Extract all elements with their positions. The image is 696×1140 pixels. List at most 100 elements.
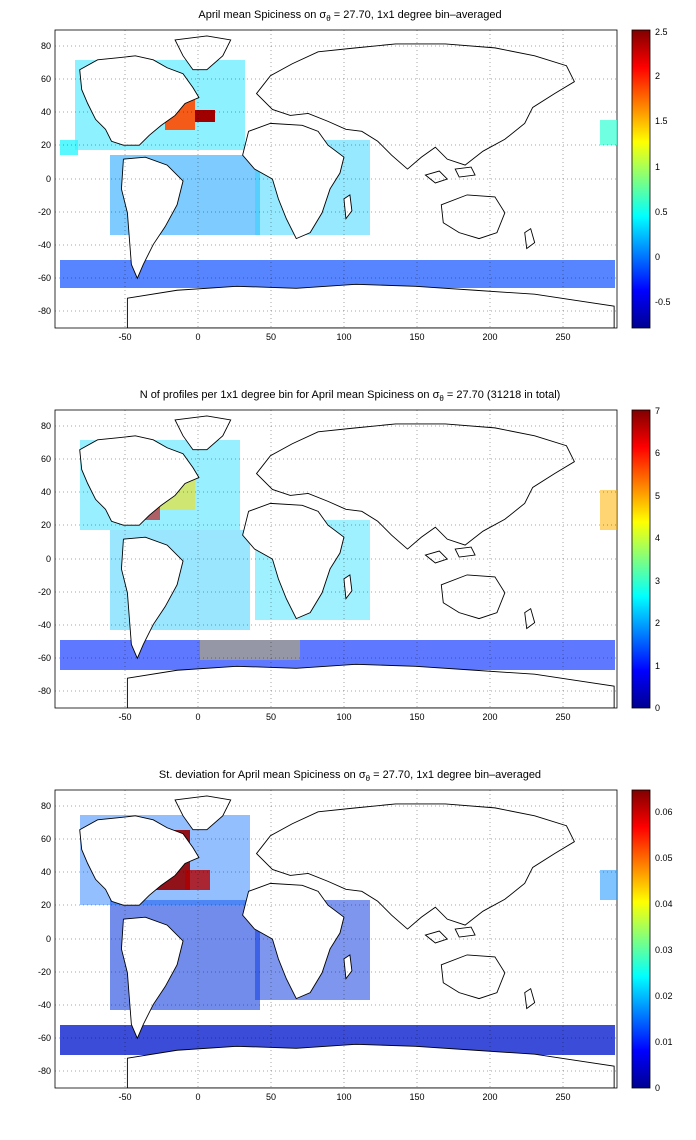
x-tick: 200 <box>482 712 497 722</box>
y-tick: 60 <box>41 74 51 84</box>
y-tick: 40 <box>41 867 51 877</box>
title-tail: = 27.70 (31218 in total) <box>444 389 561 401</box>
colorbar-tick: 0.05 <box>655 853 673 863</box>
title-main: N of profiles per 1x1 degree bin for Apr… <box>140 389 440 401</box>
x-tick: 0 <box>195 712 200 722</box>
y-tick: 80 <box>41 41 51 51</box>
y-tick: 40 <box>41 487 51 497</box>
colorbar-tick: 1 <box>655 661 660 671</box>
x-tick: 150 <box>409 1092 424 1102</box>
title-main: April mean Spiciness on σ <box>198 9 326 21</box>
y-tick: 80 <box>41 801 51 811</box>
colorbar-tick: 1 <box>655 162 660 172</box>
colorbar-tick: -0.5 <box>655 297 671 307</box>
x-tick: 0 <box>195 332 200 342</box>
y-tick: 0 <box>46 554 51 564</box>
x-tick: 100 <box>336 712 351 722</box>
colorbar <box>631 29 651 329</box>
x-tick: 200 <box>482 1092 497 1102</box>
y-tick: -40 <box>38 620 51 630</box>
y-tick: -40 <box>38 1000 51 1010</box>
panel-title: April mean Spiciness on σθ = 27.70, 1x1 … <box>198 9 501 23</box>
colorbar-tick: 0.06 <box>655 807 673 817</box>
y-tick-labels: 80 60 40 20 0 -20 -40 -60 -80 <box>38 41 51 316</box>
x-tick: 100 <box>336 1092 351 1102</box>
title-tail: = 27.70, 1x1 degree bin–averaged <box>370 769 541 781</box>
grid-lines <box>55 790 617 1088</box>
colorbar-tick: 0 <box>655 252 660 262</box>
colorbar-tick: 0.02 <box>655 991 673 1001</box>
title-sub: θ <box>439 394 444 403</box>
x-tick: 100 <box>336 332 351 342</box>
y-tick: 60 <box>41 834 51 844</box>
x-tick-labels: -50 0 50 100 150 200 250 <box>118 1092 570 1102</box>
x-tick: 0 <box>195 1092 200 1102</box>
title-main: St. deviation for April mean Spiciness o… <box>159 769 366 781</box>
y-tick: 60 <box>41 454 51 464</box>
colorbar-tick: 0 <box>655 703 660 713</box>
title-sub: θ <box>366 774 371 783</box>
x-tick: 250 <box>555 1092 570 1102</box>
colorbar-tick: 0.03 <box>655 945 673 955</box>
title-tail: = 27.70, 1x1 degree bin–averaged <box>331 9 502 21</box>
y-tick: -40 <box>38 240 51 250</box>
y-tick: -80 <box>38 1066 51 1076</box>
x-tick: -50 <box>118 332 131 342</box>
panel-std: St. deviation for April mean Spiciness o… <box>38 769 673 1102</box>
x-tick: 50 <box>266 1092 276 1102</box>
y-tick-labels: 80 60 40 20 0 -20 -40 -60 -80 <box>38 421 51 696</box>
y-tick: 20 <box>41 140 51 150</box>
y-tick: 20 <box>41 900 51 910</box>
colorbar-tick: 5 <box>655 491 660 501</box>
y-tick: -20 <box>38 967 51 977</box>
x-tick: 200 <box>482 332 497 342</box>
y-tick: 0 <box>46 174 51 184</box>
x-tick: -50 <box>118 1092 131 1102</box>
colorbar-tick: 4 <box>655 533 660 543</box>
title-sub: θ <box>326 14 331 23</box>
panel-title: N of profiles per 1x1 degree bin for Apr… <box>140 389 561 403</box>
panel-mean: April mean Spiciness on σθ = 27.70, 1x1 … <box>38 9 671 342</box>
panel-count: N of profiles per 1x1 degree bin for Apr… <box>38 389 660 722</box>
y-tick: -20 <box>38 207 51 217</box>
colorbar-labels: 0 0.01 0.02 0.03 0.04 0.05 0.06 <box>655 807 673 1093</box>
y-tick: 80 <box>41 421 51 431</box>
colorbar-labels: 0 1 2 3 4 5 6 7 <box>655 406 660 713</box>
colorbar-labels: -0.5 0 0.5 1 1.5 2 2.5 <box>655 27 671 307</box>
colorbar-tick: 6 <box>655 448 660 458</box>
y-tick: -60 <box>38 653 51 663</box>
colorbar-tick: 0 <box>655 1083 660 1093</box>
grid-lines <box>55 30 617 328</box>
colorbar-tick: 0.5 <box>655 207 668 217</box>
x-tick: -50 <box>118 712 131 722</box>
colorbar-tick: 3 <box>655 576 660 586</box>
colorbar-tick: 2.5 <box>655 27 668 37</box>
grid-lines <box>55 410 617 708</box>
y-tick-labels: 80 60 40 20 0 -20 -40 -60 -80 <box>38 801 51 1076</box>
y-tick: 20 <box>41 520 51 530</box>
x-tick: 150 <box>409 332 424 342</box>
colorbar-tick: 2 <box>655 71 660 81</box>
x-tick: 150 <box>409 712 424 722</box>
y-tick: 0 <box>46 934 51 944</box>
x-tick: 50 <box>266 332 276 342</box>
colorbar-tick: 1.5 <box>655 116 668 126</box>
colorbar-tick: 0.04 <box>655 899 673 909</box>
x-tick-labels: -50 0 50 100 150 200 250 <box>118 712 570 722</box>
colorbar <box>631 409 651 709</box>
y-tick: -60 <box>38 1033 51 1043</box>
colorbar-tick: 0.01 <box>655 1037 673 1047</box>
x-tick-labels: -50 0 50 100 150 200 250 <box>118 332 570 342</box>
x-tick: 250 <box>555 332 570 342</box>
colorbar-tick: 7 <box>655 406 660 416</box>
x-tick: 50 <box>266 712 276 722</box>
colorbar <box>631 789 651 1089</box>
y-tick: -60 <box>38 273 51 283</box>
y-tick: -80 <box>38 686 51 696</box>
y-tick: 40 <box>41 107 51 117</box>
y-tick: -80 <box>38 306 51 316</box>
y-tick: -20 <box>38 587 51 597</box>
x-tick: 250 <box>555 712 570 722</box>
panel-title: St. deviation for April mean Spiciness o… <box>159 769 541 783</box>
